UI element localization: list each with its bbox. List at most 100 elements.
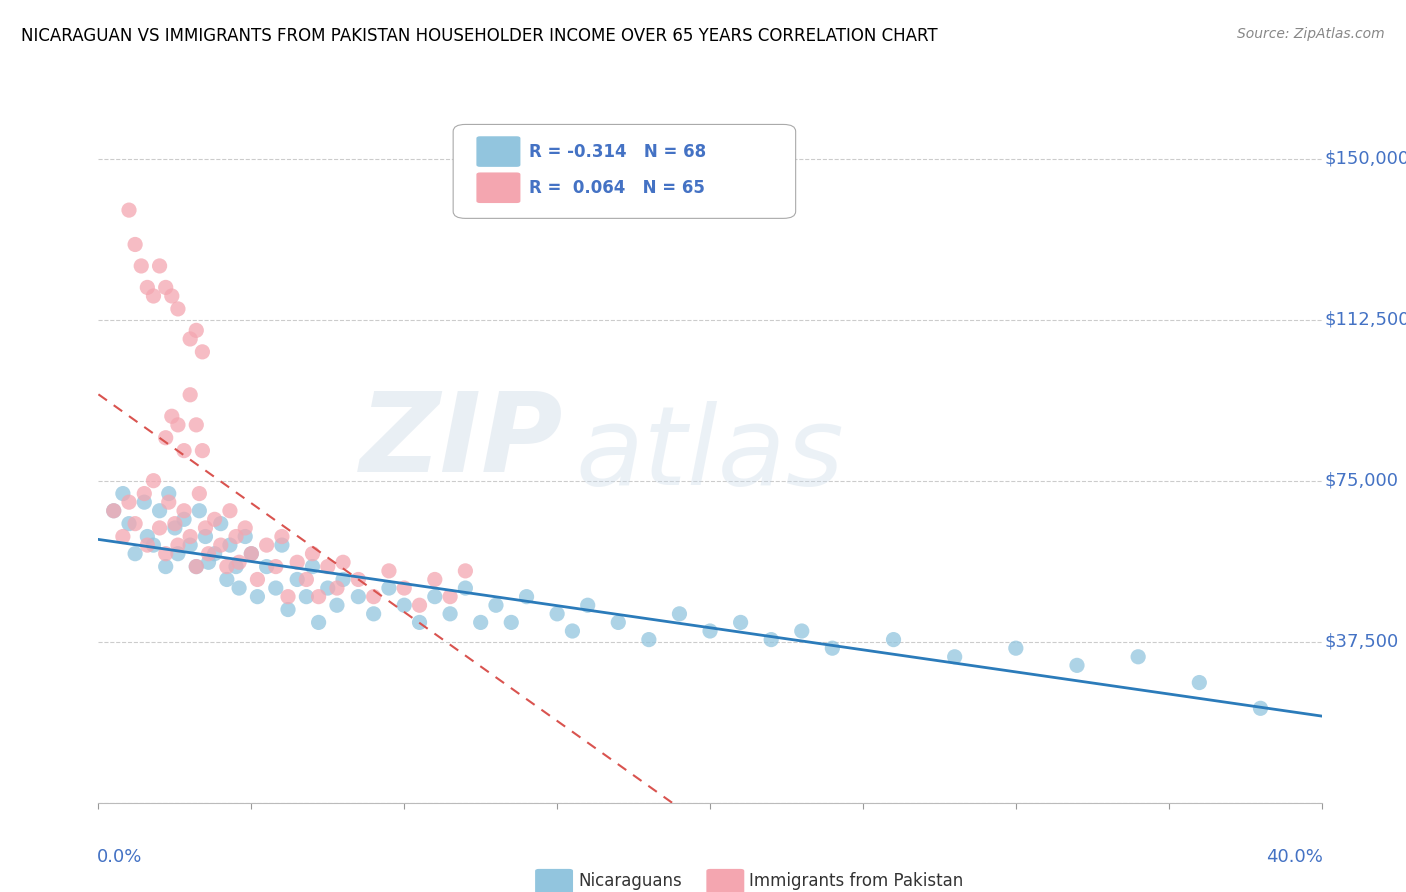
Point bbox=[1249, 701, 1271, 715]
Point bbox=[392, 599, 416, 613]
Point bbox=[821, 641, 844, 656]
Text: 40.0%: 40.0% bbox=[1265, 848, 1323, 866]
Point bbox=[485, 599, 508, 613]
Point bbox=[197, 555, 219, 569]
Point bbox=[124, 237, 146, 252]
Point bbox=[111, 486, 134, 500]
Point bbox=[197, 547, 219, 561]
Text: NICARAGUAN VS IMMIGRANTS FROM PAKISTAN HOUSEHOLDER INCOME OVER 65 YEARS CORRELAT: NICARAGUAN VS IMMIGRANTS FROM PAKISTAN H… bbox=[21, 27, 938, 45]
Point bbox=[256, 559, 278, 574]
Point bbox=[233, 529, 256, 543]
Point bbox=[264, 581, 287, 595]
Point bbox=[1066, 658, 1088, 673]
Point bbox=[225, 559, 247, 574]
Text: Source: ZipAtlas.com: Source: ZipAtlas.com bbox=[1237, 27, 1385, 41]
FancyBboxPatch shape bbox=[453, 124, 796, 219]
Point bbox=[270, 529, 292, 543]
FancyBboxPatch shape bbox=[477, 136, 520, 167]
Point bbox=[191, 443, 214, 458]
Point bbox=[103, 504, 125, 518]
Point bbox=[240, 547, 263, 561]
Point bbox=[668, 607, 690, 621]
Point bbox=[167, 301, 190, 316]
Point bbox=[204, 547, 226, 561]
Point bbox=[188, 486, 211, 500]
Point bbox=[194, 529, 217, 543]
Point bbox=[149, 521, 172, 535]
Point bbox=[186, 323, 208, 337]
Point bbox=[186, 559, 208, 574]
Point bbox=[316, 581, 339, 595]
Point bbox=[118, 516, 141, 531]
Point bbox=[347, 573, 370, 587]
Point bbox=[501, 615, 523, 630]
Text: $37,500: $37,500 bbox=[1324, 632, 1399, 651]
Point bbox=[699, 624, 721, 638]
Point bbox=[301, 559, 323, 574]
Point bbox=[423, 573, 446, 587]
Point bbox=[124, 547, 146, 561]
Point bbox=[316, 559, 339, 574]
Point bbox=[228, 555, 250, 569]
Point bbox=[277, 590, 299, 604]
Point bbox=[142, 474, 165, 488]
Point bbox=[264, 559, 287, 574]
Text: Immigrants from Pakistan: Immigrants from Pakistan bbox=[749, 872, 963, 890]
Point bbox=[759, 632, 782, 647]
Point bbox=[408, 599, 430, 613]
Point bbox=[179, 388, 201, 402]
Point bbox=[228, 581, 250, 595]
Point bbox=[240, 547, 263, 561]
Point bbox=[378, 581, 401, 595]
Point bbox=[1128, 649, 1150, 664]
Point bbox=[186, 559, 208, 574]
Point bbox=[163, 521, 186, 535]
Point bbox=[124, 516, 146, 531]
FancyBboxPatch shape bbox=[706, 869, 744, 892]
Point bbox=[215, 573, 238, 587]
Point bbox=[179, 538, 201, 552]
Point bbox=[637, 632, 661, 647]
Point bbox=[167, 547, 190, 561]
Point bbox=[136, 529, 159, 543]
Point bbox=[392, 581, 416, 595]
Point bbox=[179, 529, 201, 543]
Point bbox=[408, 615, 430, 630]
Point bbox=[160, 409, 183, 424]
Point bbox=[219, 538, 242, 552]
Point bbox=[326, 581, 349, 595]
Point bbox=[332, 573, 354, 587]
Point bbox=[118, 203, 141, 218]
Point bbox=[607, 615, 630, 630]
Point bbox=[277, 602, 299, 616]
Point bbox=[730, 615, 752, 630]
Point bbox=[285, 555, 308, 569]
Point bbox=[233, 521, 256, 535]
Point bbox=[219, 504, 242, 518]
Point bbox=[332, 555, 354, 569]
Point bbox=[295, 590, 318, 604]
Point bbox=[246, 573, 269, 587]
Point bbox=[167, 417, 190, 432]
Point bbox=[308, 615, 330, 630]
Point bbox=[191, 344, 214, 359]
Point bbox=[423, 590, 446, 604]
Point bbox=[188, 504, 211, 518]
Point bbox=[347, 590, 370, 604]
Point bbox=[943, 649, 966, 664]
Point bbox=[186, 417, 208, 432]
Point bbox=[1188, 675, 1211, 690]
Point bbox=[308, 590, 330, 604]
Point bbox=[270, 538, 292, 552]
Point bbox=[363, 590, 385, 604]
Text: Nicaraguans: Nicaraguans bbox=[578, 872, 682, 890]
Point bbox=[301, 547, 323, 561]
Point bbox=[295, 573, 318, 587]
Point bbox=[454, 564, 477, 578]
Point bbox=[285, 573, 308, 587]
Point bbox=[173, 504, 195, 518]
Point bbox=[163, 516, 186, 531]
Point bbox=[134, 486, 156, 500]
Point bbox=[363, 607, 385, 621]
Point bbox=[209, 538, 232, 552]
